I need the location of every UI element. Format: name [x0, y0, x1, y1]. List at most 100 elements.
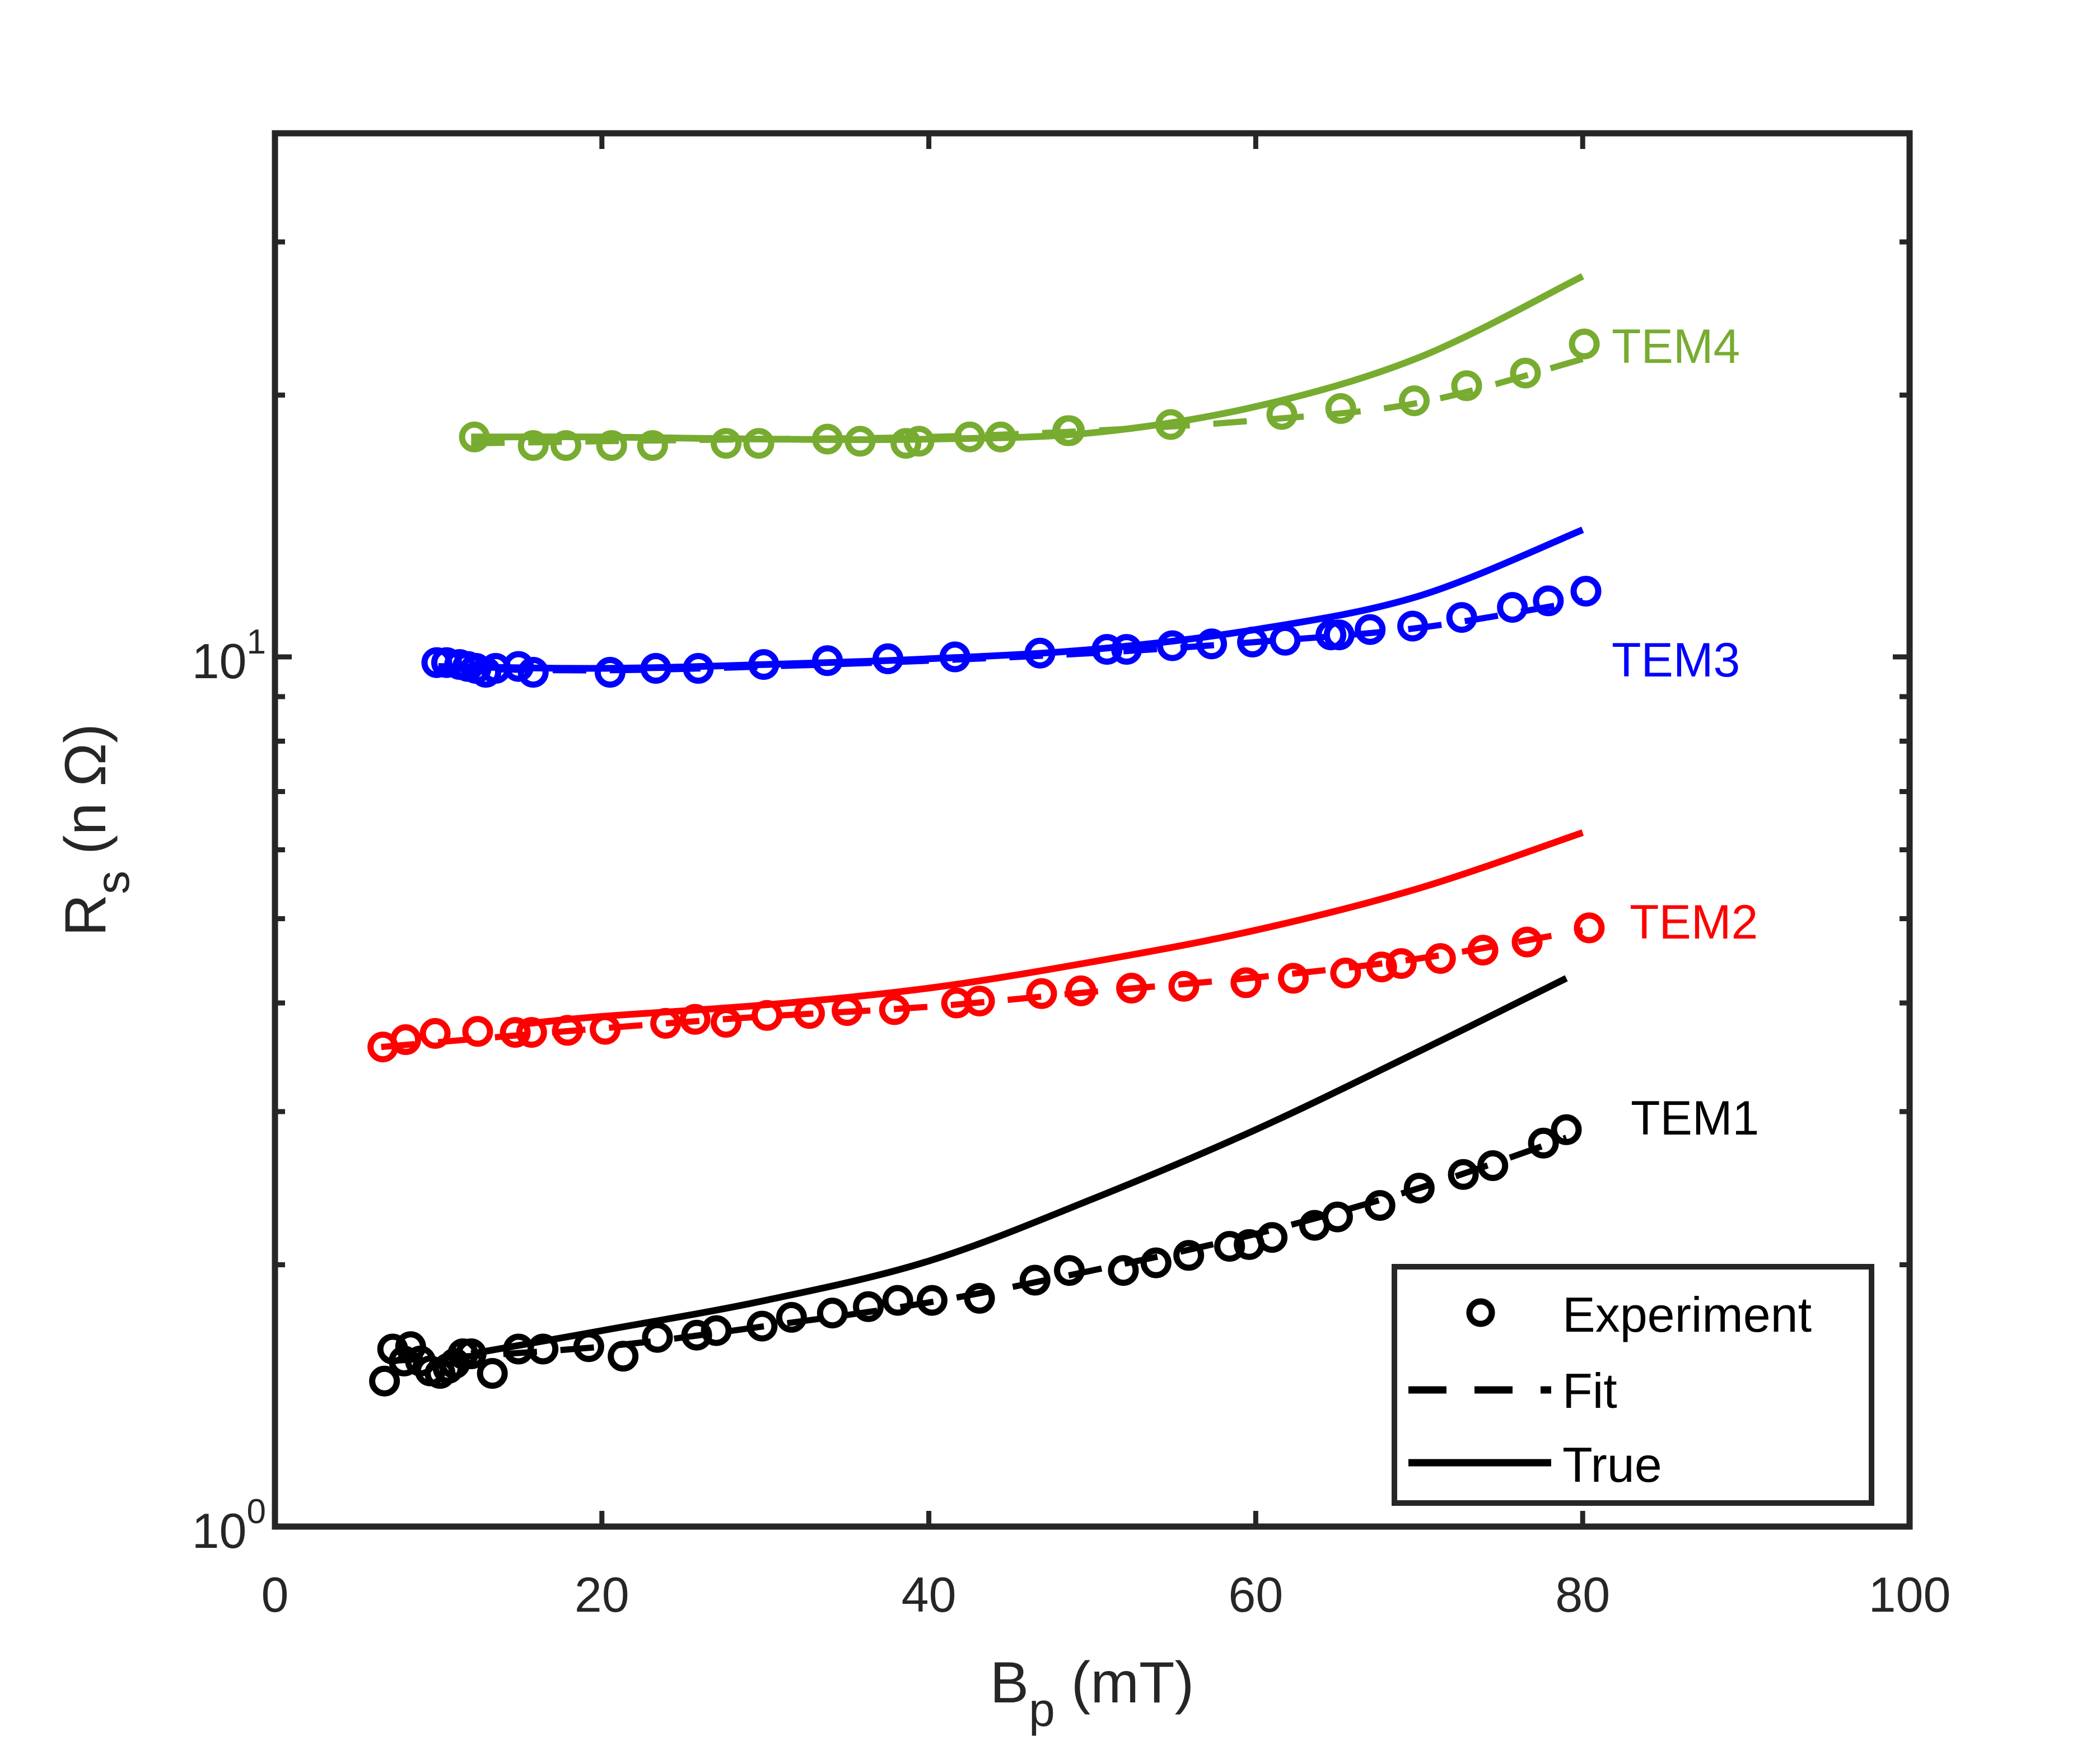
experiment-point-tem1	[1322, 1201, 1353, 1233]
x-tick-label: 40	[902, 1567, 956, 1622]
experiment-point-tem3	[1497, 592, 1528, 623]
series-label-tem4: TEM4	[1612, 320, 1740, 374]
experiment-point-tem1	[1019, 1264, 1051, 1296]
experiment-point-tem2	[964, 986, 995, 1017]
experiment-point-tem1	[1364, 1190, 1396, 1221]
x-axis-label-main: B	[990, 1650, 1029, 1715]
true-line-tem1	[470, 975, 1568, 1357]
plot-frame	[272, 130, 1913, 1530]
x-axis-label-sub: p	[1029, 1683, 1055, 1736]
series-label-tem1: TEM1	[1631, 1091, 1759, 1145]
experiment-point-tem4	[637, 430, 668, 461]
experiment-point-tem4	[550, 430, 582, 461]
legend-label-true: True	[1562, 1437, 1662, 1492]
experiment-point-tem2	[832, 995, 863, 1026]
series-tem1	[369, 975, 1582, 1397]
experiment-point-tem4	[954, 421, 986, 452]
experiment-point-tem2	[1330, 958, 1361, 988]
x-axis-label-unit: (mT)	[1055, 1650, 1194, 1715]
x-tick-label: 60	[1228, 1567, 1283, 1622]
experiment-point-tem1	[1528, 1127, 1559, 1159]
x-tick-label: 0	[262, 1567, 289, 1622]
experiment-point-tem1	[853, 1291, 884, 1322]
experiment-point-tem2	[794, 998, 825, 1029]
experiment-point-tem2	[590, 1014, 621, 1045]
experiment-point-tem3	[1355, 614, 1386, 645]
experiment-point-tem4	[1451, 370, 1482, 402]
experiment-point-tem1	[1551, 1114, 1582, 1145]
series-tem3	[421, 526, 1602, 688]
experiment-point-tem3	[1157, 630, 1188, 661]
experiment-point-tem3	[503, 651, 534, 682]
legend-label-fit: Fit	[1562, 1363, 1617, 1418]
experiment-point-tem4	[812, 423, 843, 455]
experiment-point-tem4	[844, 426, 876, 457]
experiment-point-tem2	[500, 1017, 531, 1048]
experiment-point-tem3	[1533, 585, 1564, 617]
y-tick-label: 101	[192, 623, 266, 689]
experiment-point-tem1	[964, 1282, 995, 1314]
y-tick-base: 10	[192, 1503, 247, 1558]
experiment-point-tem3	[1111, 634, 1142, 665]
experiment-point-tem1	[816, 1298, 848, 1329]
experiment-point-tem2	[1366, 951, 1397, 983]
experiment-point-tem1	[1448, 1159, 1479, 1190]
experiment-point-tem2	[516, 1017, 547, 1048]
experiment-point-tem1	[573, 1331, 604, 1362]
x-tick-label: 100	[1869, 1567, 1951, 1622]
experiment-point-tem3	[683, 653, 714, 684]
experiment-point-tem4	[890, 428, 922, 459]
experiment-point-tem2	[711, 1007, 742, 1038]
experiment-point-tem3	[1091, 634, 1123, 665]
experiment-point-tem3	[1446, 602, 1477, 633]
experiment-point-tem3	[1024, 637, 1056, 669]
experiment-point-tem1	[1214, 1231, 1245, 1262]
series-tem2	[367, 829, 1605, 1063]
y-tick-label: 100	[192, 1492, 266, 1558]
y-axis-label: Rs (n Ω)	[53, 724, 139, 936]
experiment-point-tem2	[462, 1016, 493, 1047]
experiment-point-tem2	[1385, 948, 1417, 979]
experiment-point-tem3	[872, 643, 904, 674]
series-label-tem2: TEM2	[1630, 895, 1758, 949]
experiment-point-tem1	[916, 1285, 948, 1316]
y-tick-exponent: 1	[246, 623, 265, 661]
experiment-point-tem2	[390, 1024, 421, 1055]
experiment-point-tem1	[608, 1341, 639, 1372]
experiment-point-tem3	[1570, 576, 1602, 607]
experiment-point-tem1	[1054, 1255, 1085, 1286]
experiment-point-tem4	[1155, 409, 1187, 440]
experiment-point-tem4	[1510, 357, 1541, 389]
experiment-point-tem1	[776, 1301, 807, 1333]
experiment-point-tem4	[903, 426, 935, 457]
experiment-point-tem4	[517, 430, 549, 461]
y-tick-base: 10	[192, 633, 247, 689]
experiment-point-tem3	[748, 649, 780, 680]
y-axis-label-unit: (n Ω)	[53, 724, 118, 871]
experiment-point-tem1	[369, 1365, 400, 1397]
experiment-point-tem1	[477, 1358, 508, 1389]
y-axis-label-sub: s	[86, 871, 139, 894]
experiment-point-tem2	[419, 1018, 451, 1049]
experiment-point-tem1	[1108, 1255, 1139, 1286]
experiment-point-tem4	[1266, 399, 1298, 430]
experiment-point-tem1	[882, 1285, 913, 1316]
experiment-point-tem4	[1399, 385, 1430, 417]
legend: Experiment Fit True	[1392, 1264, 1874, 1506]
experiment-point-tem2	[650, 1007, 682, 1039]
experiment-point-tem2	[1168, 970, 1200, 1002]
experiment-point-tem1	[528, 1333, 559, 1365]
legend-marker-experiment	[1466, 1298, 1495, 1327]
experiment-point-tem2	[1278, 963, 1309, 994]
experiment-point-tem1	[642, 1322, 673, 1353]
experiment-point-tem2	[1425, 943, 1456, 974]
experiment-point-tem1	[1403, 1173, 1435, 1204]
y-tick-exponent: 0	[246, 1492, 265, 1531]
y-axis-label-main: R	[53, 894, 118, 936]
experiment-point-tem3	[1323, 619, 1355, 651]
experiment-point-tem3	[1237, 627, 1268, 657]
experiment-point-tem2	[1574, 912, 1605, 944]
experiment-point-tem2	[752, 1000, 783, 1031]
experiment-point-tem4	[1054, 415, 1085, 446]
experiment-point-tem4	[459, 421, 490, 452]
